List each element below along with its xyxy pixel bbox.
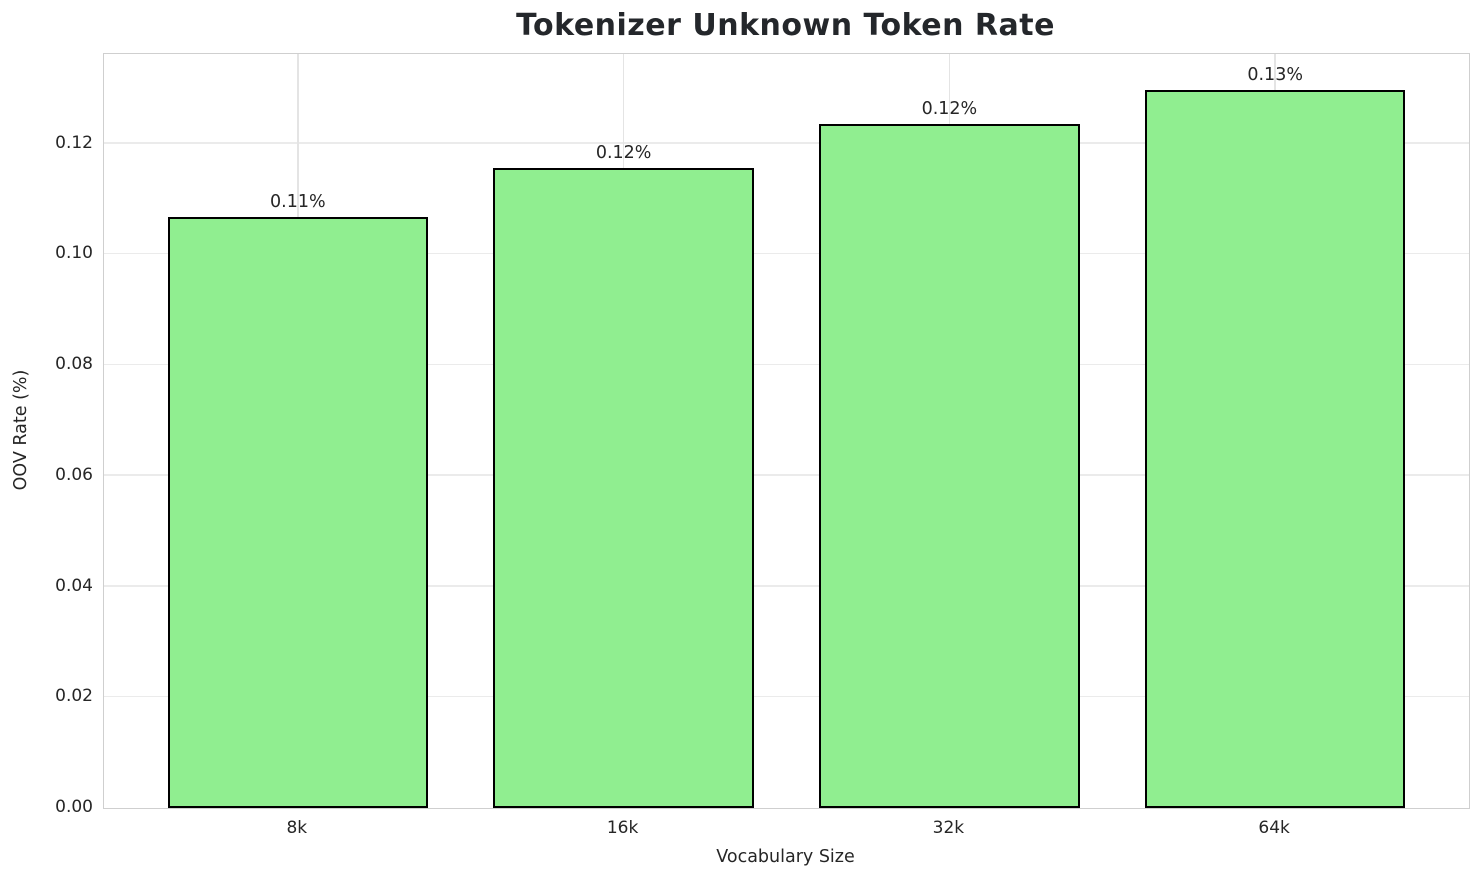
bar-value-label-16k: 0.12%	[595, 143, 652, 164]
bar-32k	[819, 124, 1080, 808]
h-gridline	[104, 252, 1469, 255]
bar-value-label-64k: 0.13%	[1247, 64, 1303, 85]
y-tick-label: 0.02	[55, 686, 93, 707]
y-tick-label: 0.08	[55, 354, 93, 375]
y-tick-label: 0.04	[55, 575, 93, 596]
bar-8k	[167, 217, 429, 808]
h-gridline	[104, 695, 1469, 698]
h-gridline	[104, 585, 1469, 587]
h-gridline	[104, 363, 1469, 366]
y-axis-label: OOV Rate (%)	[11, 369, 31, 491]
y-tick-label: 0.10	[55, 243, 93, 264]
x-axis-label: Vocabulary Size	[716, 847, 855, 867]
y-tick-label: 0.06	[55, 464, 93, 485]
x-tick-label-16k: 16k	[606, 818, 639, 838]
y-tick-label: 0.00	[55, 797, 93, 817]
x-tick-label-32k: 32k	[932, 818, 965, 838]
y-tick-label: 0.12	[55, 132, 93, 153]
x-tick-label-64k: 64k	[1258, 818, 1290, 838]
h-gridline	[104, 474, 1469, 476]
plot-area: 0.11% 0.12% 0.12% 0.13%	[103, 53, 1470, 809]
bar-64k	[1144, 89, 1406, 808]
bar-16k	[493, 168, 754, 808]
bar-value-label-8k: 0.11%	[270, 192, 326, 213]
bar-value-label-32k: 0.12%	[921, 99, 978, 120]
x-tick-label-8k: 8k	[286, 818, 308, 838]
h-gridline	[104, 142, 1469, 144]
chart-title: Tokenizer Unknown Token Rate	[516, 8, 1055, 43]
